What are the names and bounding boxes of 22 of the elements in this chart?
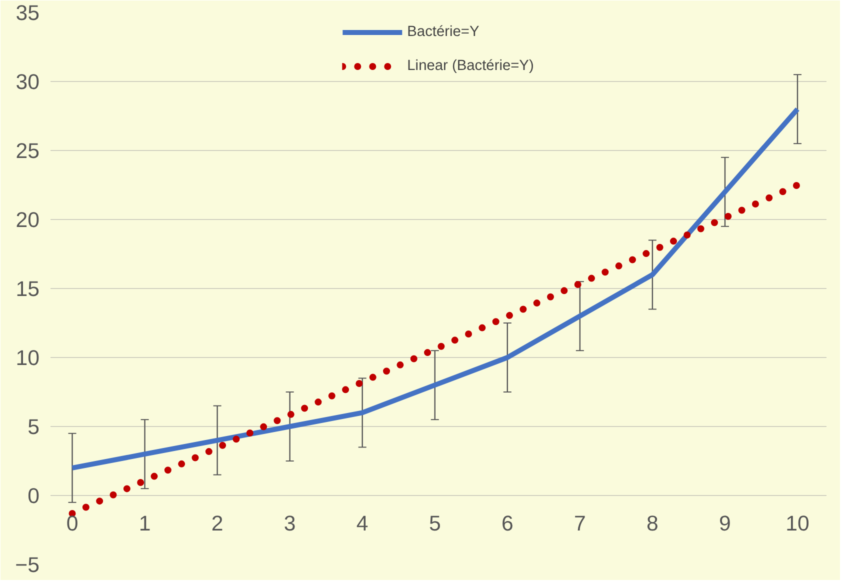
y-tick-label: 25 — [16, 139, 40, 163]
y-tick-label: 20 — [16, 208, 40, 232]
x-tick-label: 5 — [428, 512, 441, 536]
legend-label: Bactérie=Y — [407, 24, 480, 40]
x-tick-label: 0 — [66, 512, 78, 536]
y-tick-label: 10 — [16, 346, 40, 370]
legend-label: Linear (Bactérie=Y) — [407, 58, 534, 74]
x-tick-label: 3 — [284, 512, 296, 536]
x-tick-label: 1 — [138, 512, 151, 536]
x-tick-label: 8 — [646, 512, 658, 536]
x-tick-label: 7 — [574, 512, 586, 536]
y-tick-label: 15 — [16, 277, 40, 301]
y-tick-label: 30 — [16, 70, 40, 94]
y-tick-label: 0 — [28, 484, 40, 508]
y-tick-label: 5 — [28, 415, 40, 439]
y-tick-label: −5 — [15, 553, 40, 577]
x-tick-label: 9 — [719, 512, 731, 536]
y-tick-label: 35 — [16, 1, 40, 25]
x-tick-label: 6 — [501, 512, 514, 536]
x-tick-label: 4 — [356, 512, 368, 536]
x-tick-label: 10 — [786, 512, 810, 536]
x-tick-label: 2 — [211, 512, 224, 536]
